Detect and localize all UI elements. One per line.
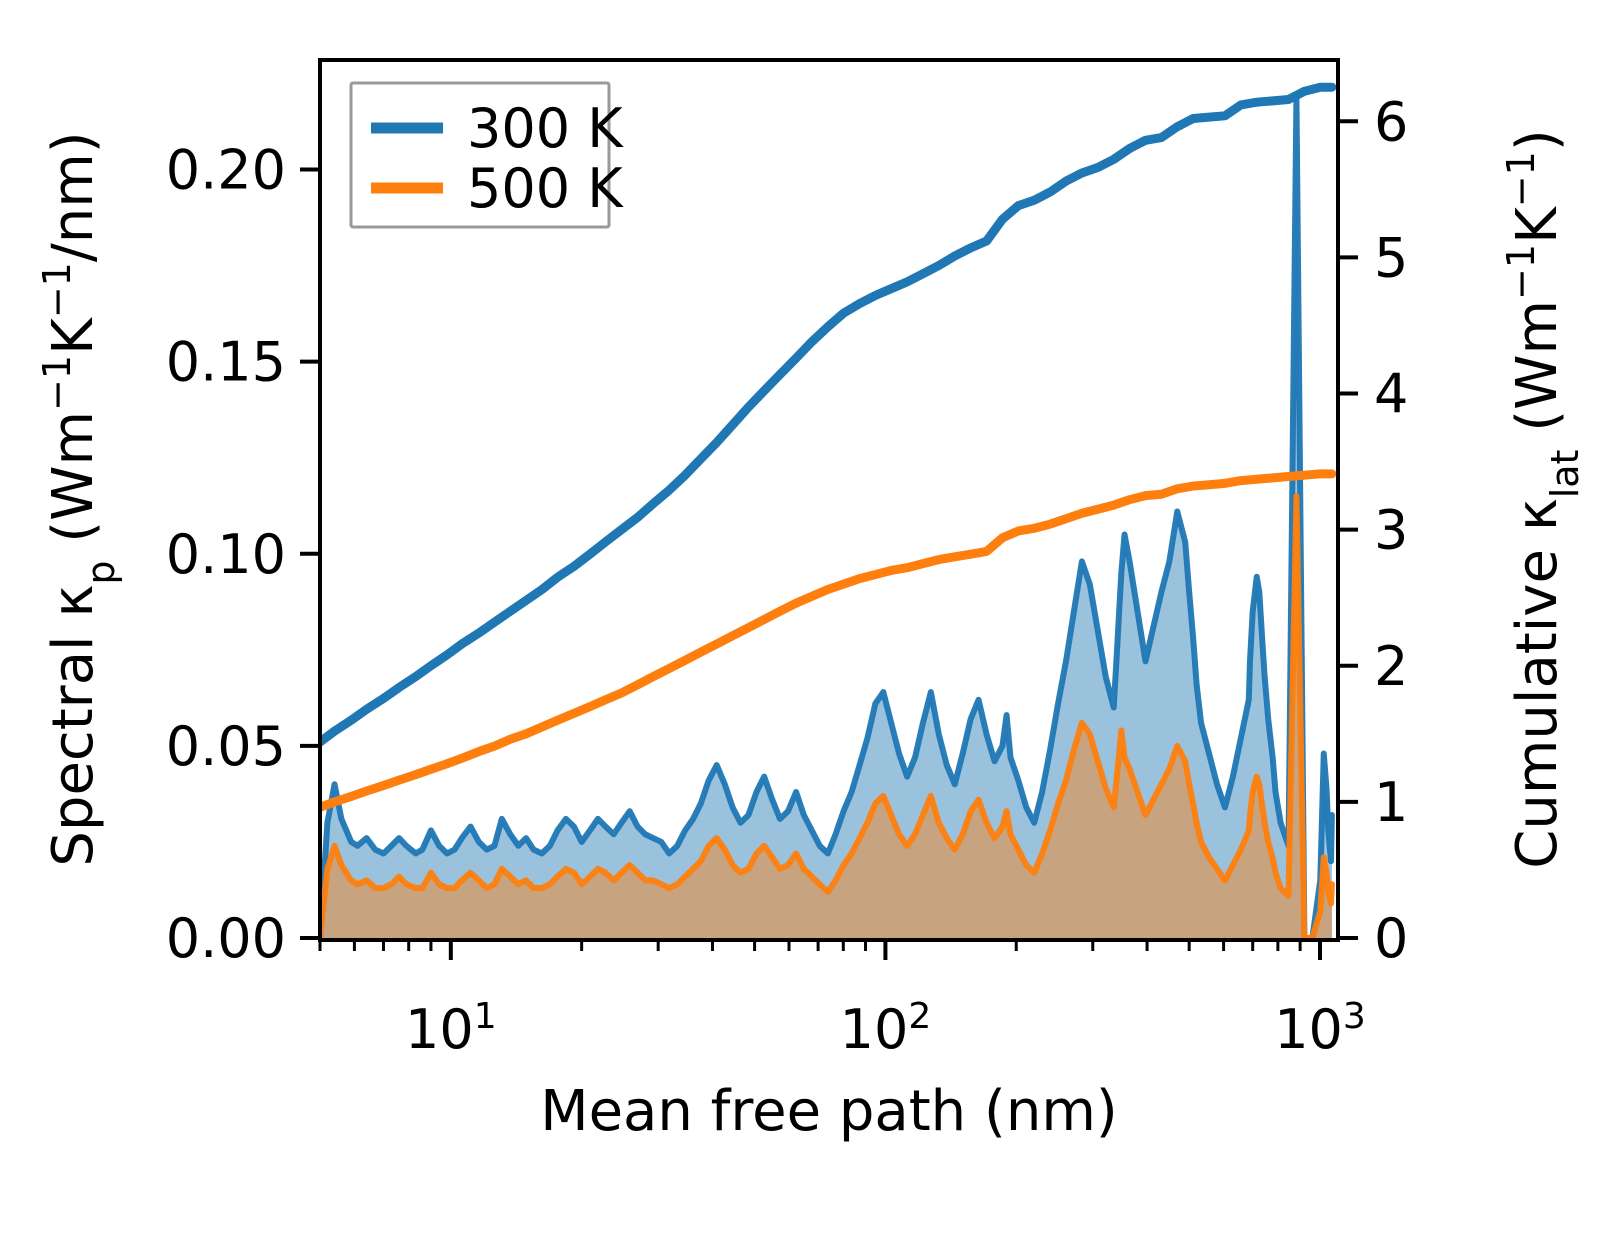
y-left-tick-label: 0.10 — [166, 523, 286, 586]
y-axis-right-ticks — [1340, 119, 1358, 940]
axes-spines — [318, 58, 1340, 942]
y-axis-right-label: Cumulative κlat (Wm−1K−1) — [1499, 129, 1587, 868]
x-tick-label: 101 — [405, 996, 497, 1062]
legend-label-500k: 500 K — [467, 157, 624, 220]
x-axis-tick-labels: 101 102 103 — [405, 996, 1366, 1062]
x-tick-label: 102 — [840, 996, 932, 1062]
y-right-tick-label: 4 — [1374, 363, 1408, 426]
x-tick-label: 103 — [1274, 996, 1366, 1062]
cumulative-curve-500k — [318, 469, 1337, 812]
legend: 300 K 500 K — [349, 81, 624, 229]
y-left-tick-label: 0.15 — [166, 331, 286, 394]
y-left-tick-label: 0.00 — [166, 907, 286, 970]
y-right-tick-label: 1 — [1374, 771, 1408, 834]
legend-label-300k: 300 K — [467, 97, 624, 160]
y-axis-left-tick-labels: 0.00 0.05 0.10 0.15 0.20 — [166, 139, 286, 970]
y-right-tick-label: 2 — [1374, 635, 1408, 698]
spectral-curve-500k — [318, 493, 1335, 940]
spectral-curve-300k — [318, 93, 1335, 940]
y-right-tick-label: 5 — [1374, 226, 1408, 289]
y-right-tick-label: 0 — [1374, 907, 1408, 970]
y-left-tick-label: 0.20 — [166, 139, 286, 202]
y-right-tick-label: 6 — [1374, 90, 1408, 153]
y-axis-right-tick-labels: 0 1 2 3 4 5 6 — [1374, 90, 1408, 970]
x-axis-ticks — [318, 940, 1323, 960]
y-right-tick-label: 3 — [1374, 499, 1408, 562]
cumulative-line-group — [318, 82, 1337, 812]
spectral-fill-500k — [320, 496, 1332, 938]
y-axis-left-ticks — [300, 167, 318, 940]
x-axis-label: Mean free path (nm) — [540, 1079, 1117, 1144]
cumulative-curve-300k — [318, 82, 1337, 747]
y-left-tick-label: 0.05 — [166, 715, 286, 778]
y-axis-left-label: Spectral κp (Wm−1K−1/nm) — [35, 131, 123, 866]
spectral-line-group — [318, 93, 1335, 940]
